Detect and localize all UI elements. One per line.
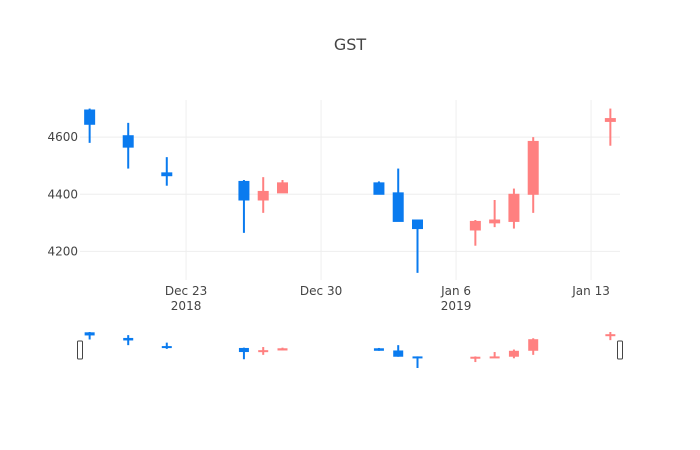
x-tick-label: Dec 30 xyxy=(300,284,342,298)
candle-body xyxy=(508,193,520,222)
grid xyxy=(80,100,620,280)
slider-candle-body xyxy=(605,334,616,337)
slider-candle-body xyxy=(393,350,404,357)
slider-candle-body xyxy=(373,348,384,351)
candle-body xyxy=(412,219,423,230)
candle-body xyxy=(122,135,134,148)
candle-body xyxy=(257,190,269,201)
x-tick-year-label: 2018 xyxy=(171,299,202,313)
candle-body xyxy=(277,182,288,194)
y-tick-label: 4600 xyxy=(47,130,78,144)
x-tick-label: Jan 6 xyxy=(440,284,471,298)
candles xyxy=(84,108,616,273)
slider-candle-body xyxy=(489,356,500,359)
x-tick-year-label: 2019 xyxy=(441,299,472,313)
candle-body xyxy=(84,109,96,125)
slider-candle-body xyxy=(412,356,423,359)
chart-title: GST xyxy=(334,35,367,54)
candle-body xyxy=(604,118,616,122)
range-slider[interactable] xyxy=(77,332,623,368)
slider-candle-body xyxy=(161,346,172,349)
slider-candle-body xyxy=(238,347,249,353)
candle-body xyxy=(469,220,481,231)
candle-body xyxy=(161,172,173,177)
slider-candle-body xyxy=(470,356,481,359)
slider-candle-body xyxy=(123,337,134,341)
candle-body xyxy=(489,219,501,224)
slider-candle-body xyxy=(277,348,288,351)
slider-candle-body xyxy=(84,332,95,336)
range-slider-left-handle[interactable] xyxy=(77,340,83,360)
y-tick-label: 4400 xyxy=(47,187,78,201)
y-axis-ticks: 4200 4400 4600 xyxy=(47,130,78,258)
x-tick-label: Dec 23 xyxy=(165,284,207,298)
slider-candle-body xyxy=(528,339,539,351)
candle-body xyxy=(373,182,385,195)
candle-body xyxy=(527,140,539,195)
y-tick-label: 4200 xyxy=(47,244,78,258)
slider-candle-body xyxy=(258,350,269,353)
candle-body xyxy=(392,192,404,222)
slider-candle-body xyxy=(508,350,519,357)
candle-body xyxy=(238,180,250,201)
range-slider-right-handle[interactable] xyxy=(617,340,623,360)
x-tick-label: Jan 13 xyxy=(571,284,610,298)
